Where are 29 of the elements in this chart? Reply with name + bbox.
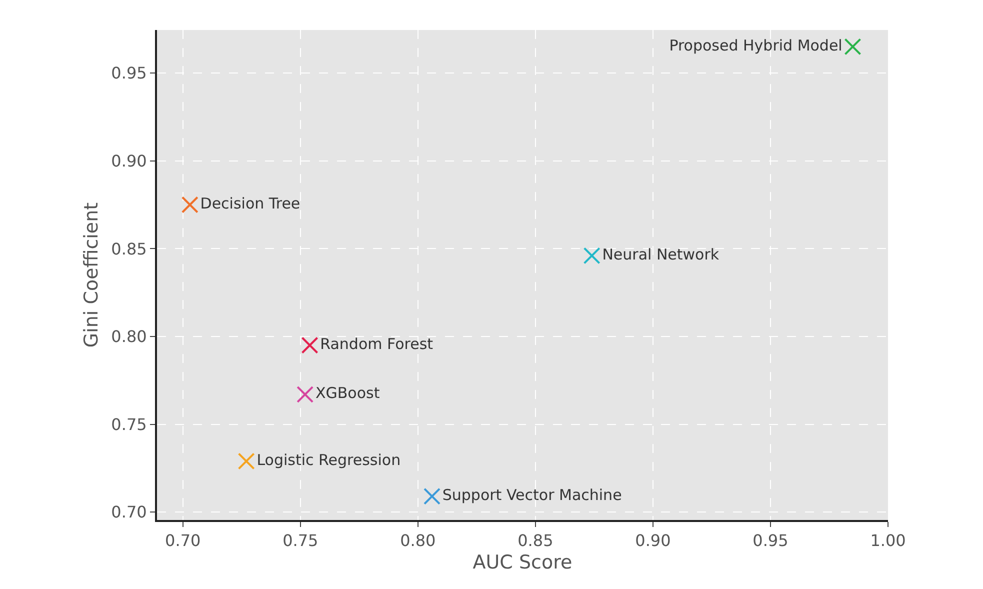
point	[238, 452, 255, 470]
y-axis-title: Gini Coefficient	[80, 202, 103, 348]
x-axis-title: AUC Score	[472, 552, 572, 574]
y-tick-label: 0.70	[111, 502, 147, 522]
series-label: Support Vector Machine	[442, 486, 622, 504]
y-tick-label: 0.80	[111, 327, 147, 346]
point	[424, 488, 441, 505]
x-tick-label: 0.70	[165, 531, 201, 550]
point	[583, 247, 600, 264]
series-label: Neural Network	[602, 245, 720, 264]
point	[296, 386, 314, 403]
x-tick-label: 0.80	[400, 531, 436, 550]
x-tick-label: 0.75	[282, 531, 318, 550]
series-label: Decision Tree	[200, 194, 300, 212]
y-tick-label: 0.95	[111, 64, 147, 83]
point	[844, 38, 862, 56]
series-label: Proposed Hybrid Model	[669, 36, 842, 54]
y-tick-label: 0.75	[111, 414, 147, 434]
x-tick-label: 0.85	[518, 531, 554, 550]
point	[181, 196, 198, 214]
x-tick-label: 1.00	[870, 531, 906, 550]
x-tick-label: 0.90	[635, 531, 671, 550]
series-label: XGBoost	[315, 384, 380, 402]
y-tick-label: 0.90	[111, 151, 147, 170]
y-tick-label: 0.85	[111, 239, 147, 258]
point	[301, 336, 318, 354]
series-label: Logistic Regression	[256, 450, 401, 469]
series-label: Random Forest	[320, 335, 434, 353]
x-tick-label: 0.95	[752, 531, 788, 550]
